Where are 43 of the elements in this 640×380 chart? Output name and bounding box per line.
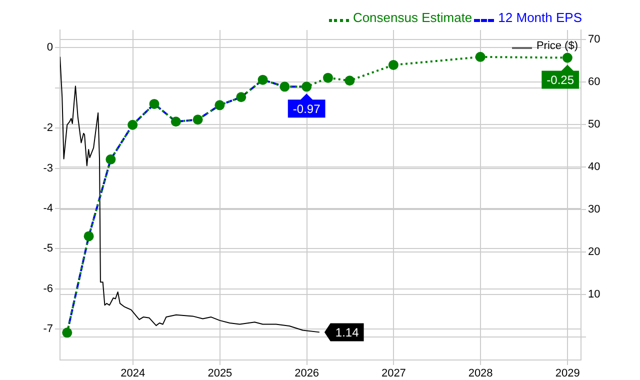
x-tick-label: 2024	[120, 368, 146, 380]
point	[62, 328, 72, 338]
point	[192, 114, 203, 125]
x-tick-label: 2028	[468, 368, 493, 380]
point	[236, 92, 246, 102]
point	[388, 60, 398, 70]
x-tick-label: 2026	[294, 368, 320, 380]
data-label: -0.97	[292, 102, 321, 116]
y-tick-label: -2	[43, 122, 53, 134]
y-tick-label: -4	[43, 202, 53, 214]
y-tick-label: 0	[46, 42, 53, 54]
legend-label: 12 Month EPS	[498, 10, 582, 25]
x-tick-label: 2027	[381, 368, 406, 380]
y2-tick-label: 30	[588, 203, 600, 216]
data-label: 1.14	[335, 326, 360, 340]
y-tick-label: -6	[43, 282, 53, 295]
legend-label: Consensus Estimate	[352, 10, 472, 25]
point	[106, 154, 116, 164]
point	[280, 82, 290, 92]
point	[344, 76, 355, 86]
point	[149, 98, 160, 109]
point	[475, 52, 486, 62]
y2-tick-label: 60	[588, 76, 600, 88]
point	[84, 231, 94, 242]
y2-tick-label: 50	[588, 118, 600, 130]
point	[128, 120, 138, 130]
x-tick-label: 2025	[208, 368, 232, 380]
y2-tick-label: 20	[588, 246, 600, 258]
point	[170, 116, 181, 127]
point	[302, 82, 312, 92]
x-tick-label: 2029	[555, 368, 580, 380]
data-label: -0.25	[546, 73, 574, 88]
y2-tick-label: 70	[588, 33, 600, 46]
point	[258, 74, 268, 85]
y-tick-label: -3	[43, 162, 53, 174]
point	[562, 52, 572, 63]
point	[323, 72, 333, 83]
y-tick-label: -7	[43, 323, 53, 336]
point	[214, 100, 225, 110]
y2-tick-label: 40	[588, 160, 600, 173]
text: Price ($)	[536, 40, 578, 52]
y2-tick-label: 10	[588, 288, 600, 301]
y-tick-label: -5	[43, 242, 53, 255]
